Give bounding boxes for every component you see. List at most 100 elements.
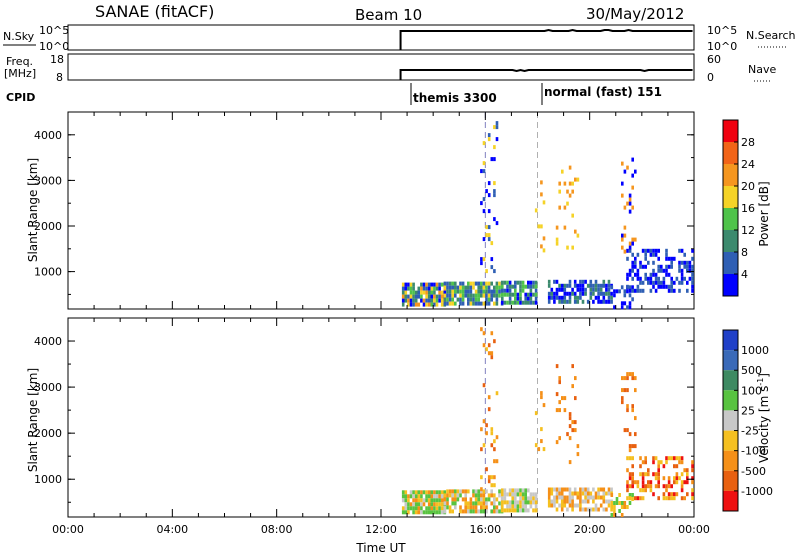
power-panel-cell — [584, 291, 587, 296]
power-panel-cell — [660, 284, 663, 289]
velocity-panel-cell — [472, 509, 475, 514]
power-panel-cell — [631, 157, 634, 162]
power-panel-cell — [558, 283, 561, 288]
power-panel-cell — [490, 265, 494, 270]
velocity-panel-cell — [511, 508, 514, 513]
power-panel-cell — [529, 292, 533, 297]
power-panel-cell — [454, 281, 457, 286]
velocity-panel-cell — [456, 493, 460, 498]
velocity-panel-cell — [571, 503, 574, 508]
velocity-panel-cell — [683, 480, 686, 485]
velocity-panel-cell — [532, 500, 535, 505]
power-panel-cell — [461, 289, 465, 294]
velocity-panel-cell — [495, 505, 499, 510]
power-panel-cell — [446, 285, 449, 290]
velocity-panel-cell — [586, 499, 590, 504]
power-ylabel: Slant Range [km] — [26, 158, 40, 262]
velocity-panel-cell — [511, 496, 514, 501]
velocity-panel-cell — [563, 503, 567, 508]
velocity-panel-cell — [675, 480, 679, 485]
velocity-panel-cell — [605, 507, 608, 512]
power-panel-cell — [480, 289, 483, 294]
velocity-panel-cell — [592, 487, 595, 492]
power-panel-cell — [425, 302, 428, 307]
velocity-panel-cell — [555, 392, 559, 397]
velocity-panel-cell — [511, 500, 514, 505]
power-panel-cell — [547, 295, 551, 300]
velocity-panel-cell — [568, 460, 572, 465]
power-panel-cell — [647, 276, 650, 281]
power-panel-cell — [532, 300, 535, 305]
power-panel-cell — [576, 295, 580, 300]
power-panel-cell — [688, 276, 692, 281]
power-panel-cell — [435, 286, 439, 291]
velocity-panel-cell — [568, 424, 572, 429]
velocity-colorbar-tick-label: -1000 — [741, 485, 773, 498]
power-panel-cell — [628, 272, 632, 277]
power-panel-cell — [620, 305, 624, 310]
power-panel-cell — [592, 283, 595, 288]
power-panel-cell — [652, 260, 655, 265]
velocity-panel-cell — [469, 497, 473, 502]
power-panel-cell — [579, 279, 582, 284]
power-panel-cell — [485, 297, 488, 302]
power-panel-cell — [623, 225, 627, 230]
power-panel-cell — [631, 237, 634, 242]
power-panel-cell — [628, 193, 632, 198]
power-panel-cell — [581, 287, 585, 292]
power-panel-cell — [560, 299, 564, 304]
power-panel-cell — [680, 268, 684, 273]
velocity-panel-cell — [527, 496, 530, 501]
power-panel-cell — [414, 302, 418, 307]
velocity-panel-cell — [626, 408, 629, 413]
velocity-panel-cell — [599, 495, 603, 500]
velocity-panel-cell — [636, 496, 640, 501]
power-panel-cell — [691, 280, 694, 285]
power-panel-cell — [566, 201, 569, 206]
power-panel-cell — [586, 299, 590, 304]
power-panel-cell — [626, 165, 629, 170]
velocity-panel-cell — [621, 376, 624, 381]
velocity-panel-cell — [660, 460, 663, 465]
velocity-panel-cell — [409, 494, 413, 499]
velocity-panel-cell — [641, 496, 645, 501]
power-panel-cell — [490, 293, 493, 298]
velocity-panel-cell — [641, 488, 645, 493]
velocity-panel-cell — [647, 480, 650, 485]
power-panel-cell — [514, 288, 517, 293]
velocity-panel-cell — [451, 489, 454, 494]
velocity-panel-cell — [686, 476, 689, 481]
power-panel-cell — [490, 289, 493, 294]
velocity-label-end: ] — [757, 373, 771, 378]
power-panel-cell — [652, 280, 655, 285]
velocity-panel-cell — [521, 488, 525, 493]
power-panel-cell — [660, 264, 663, 269]
velocity-panel-cell — [407, 498, 410, 503]
velocity-panel-cell — [514, 496, 517, 501]
power-panel-cell — [631, 260, 634, 265]
power-panel-cell — [641, 280, 645, 285]
velocity-label-main: Velocity [m s — [757, 386, 771, 463]
power-panel-cell — [573, 283, 577, 288]
velocity-panel-cell — [615, 501, 619, 505]
velocity-panel-cell — [592, 507, 595, 512]
power-panel-cell — [532, 284, 535, 289]
velocity-panel-cell — [420, 494, 423, 499]
velocity-panel-cell — [547, 499, 551, 504]
velocity-panel-cell — [675, 464, 679, 469]
velocity-panel-cell — [680, 484, 684, 489]
velocity-panel-cell — [417, 506, 421, 511]
velocity-panel-cell — [571, 420, 574, 425]
power-panel-cell — [605, 287, 608, 292]
velocity-panel-cell — [454, 505, 457, 510]
velocity-panel-cell — [597, 507, 600, 512]
power-panel-cell — [628, 197, 632, 202]
velocity-panel-cell — [555, 487, 559, 492]
velocity-panel-cell — [644, 472, 647, 477]
power-panel-cell — [623, 205, 627, 210]
velocity-panel-cell — [474, 509, 478, 514]
power-panel-cell — [571, 291, 574, 296]
power-panel-cell — [657, 268, 660, 273]
power-panel-cell — [409, 282, 413, 287]
velocity-panel-cell — [529, 500, 533, 505]
